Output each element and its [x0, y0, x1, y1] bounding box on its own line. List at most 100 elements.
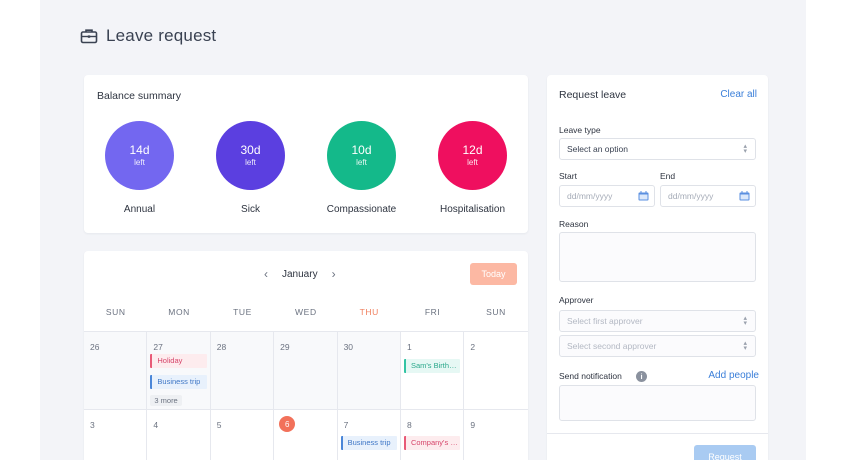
balance-circle: 12d left: [438, 121, 507, 190]
today-button[interactable]: Today: [470, 263, 517, 285]
calendar-week: 26 27 Holiday Business trip 3 more 28 29…: [84, 332, 528, 410]
calendar-day[interactable]: 5: [211, 410, 275, 460]
select-arrows-icon: ▴ ▾: [743, 340, 747, 352]
balance-days: 30d: [240, 143, 261, 157]
balance-unit: left: [245, 158, 256, 167]
weekday-label: WED: [295, 307, 317, 317]
event-birthday[interactable]: Sam's Birthday: [403, 359, 461, 373]
balance-days: 10d: [351, 143, 372, 157]
calendar-day[interactable]: 30: [337, 332, 401, 409]
first-approver-select[interactable]: Select first approver ▴ ▾: [559, 310, 756, 332]
leave-type-value: Select an option: [567, 144, 628, 154]
second-approver-select[interactable]: Select second approver ▴ ▾: [559, 335, 756, 357]
calendar-day[interactable]: 3: [84, 410, 148, 460]
weekday-label: FRI: [424, 307, 441, 317]
balance-summary-title: Balance summary: [97, 90, 182, 102]
balance-unit: left: [134, 158, 145, 167]
balance-label: Hospitalisation: [439, 204, 506, 215]
balance-label: Sick: [241, 204, 260, 215]
briefcase-icon: [80, 27, 98, 45]
event-business-trip[interactable]: Business trip: [150, 375, 207, 389]
balance-label: Annual: [123, 204, 156, 215]
reason-textarea[interactable]: [559, 232, 756, 282]
calendar-day[interactable]: 27 Holiday Business trip 3 more: [147, 332, 211, 409]
info-icon[interactable]: i: [636, 371, 647, 382]
chevron-left-icon[interactable]: ‹: [264, 267, 268, 281]
add-people-link[interactable]: Add people: [708, 370, 759, 381]
day-number: 9: [470, 420, 476, 430]
day-number: 3: [90, 420, 95, 430]
balance-unit: left: [356, 158, 367, 167]
page-header: Leave request: [80, 26, 216, 46]
balance-days: 12d: [462, 143, 483, 157]
calendar-week: 3 4 5 6 7 Business trip 8 Company's even: [84, 410, 528, 460]
balance-item-hospitalisation: 12d left Hospitalisation: [417, 121, 528, 215]
day-number: 28: [216, 342, 227, 352]
select-arrows-icon: ▴ ▾: [743, 143, 747, 155]
day-number: 2: [470, 342, 476, 352]
start-date-input[interactable]: dd/mm/yyyy: [559, 185, 655, 207]
event-holiday[interactable]: Holiday: [150, 354, 207, 368]
select-arrows-icon: ▴ ▾: [743, 315, 747, 327]
approver-label: Approver: [559, 295, 594, 305]
today-badge: 6: [279, 416, 296, 432]
calendar-day[interactable]: 9: [464, 410, 527, 460]
month-nav: ‹ January ›: [264, 267, 336, 281]
divider: [547, 433, 768, 434]
balance-days: 14d: [129, 143, 150, 157]
day-number: 29: [280, 342, 290, 352]
first-approver-placeholder: Select first approver: [567, 316, 643, 326]
day-number: 7: [343, 420, 349, 430]
request-button[interactable]: Request: [694, 445, 756, 460]
calendar-day[interactable]: 26: [84, 332, 148, 409]
event-company[interactable]: Company's event: [403, 436, 461, 450]
balance-item-sick: 30d left Sick: [195, 121, 306, 215]
balance-circle: 10d left: [327, 121, 396, 190]
calendar-day[interactable]: 28: [210, 332, 275, 409]
calendar-card: ‹ January › Today SUN MON TUE WED THU FR…: [84, 251, 528, 460]
more-events-link[interactable]: 3 more: [150, 395, 182, 406]
calendar-day[interactable]: 2: [464, 332, 527, 409]
calendar-grid: 26 27 Holiday Business trip 3 more 28 29…: [84, 331, 528, 460]
page-title: Leave request: [106, 26, 217, 45]
send-notification-label: Send notification: [559, 371, 622, 381]
weekday-label: SUN: [105, 307, 126, 317]
request-leave-card: Request leave Clear all Leave type Selec…: [547, 75, 768, 460]
clear-all-link[interactable]: Clear all: [720, 89, 757, 100]
calendar-day[interactable]: 29: [274, 332, 338, 409]
end-date-input[interactable]: dd/mm/yyyy: [660, 185, 756, 207]
day-number: 5: [216, 420, 222, 430]
balance-item-annual: 14d left Annual: [84, 121, 195, 215]
start-date-label: Start: [559, 171, 577, 181]
start-date-placeholder: dd/mm/yyyy: [567, 191, 613, 201]
weekday-label-today: THU: [359, 307, 379, 317]
day-number: 30: [343, 342, 354, 352]
balance-unit: left: [467, 158, 478, 167]
day-number: 8: [406, 420, 412, 430]
request-leave-title: Request leave: [559, 89, 627, 101]
end-date-placeholder: dd/mm/yyyy: [668, 191, 714, 201]
day-number: 27: [153, 342, 163, 352]
reason-label: Reason: [559, 219, 589, 229]
calendar-icon[interactable]: [739, 191, 750, 201]
calendar-day-today[interactable]: 6: [274, 410, 338, 460]
calendar-day[interactable]: 1 Sam's Birthday: [401, 332, 465, 409]
day-number: 1: [406, 342, 412, 352]
event-business-trip[interactable]: Business trip: [340, 436, 397, 450]
weekday-label: SUN: [486, 307, 506, 317]
balance-circle: 30d left: [216, 121, 285, 190]
calendar-day[interactable]: 4: [147, 410, 211, 460]
balance-label: Compassionate: [326, 204, 397, 215]
calendar-day[interactable]: 8 Company's event: [401, 410, 465, 460]
calendar-icon[interactable]: [638, 191, 649, 201]
calendar-day[interactable]: 7 Business trip: [338, 410, 401, 460]
chevron-right-icon[interactable]: ›: [331, 267, 336, 281]
day-number: 26: [90, 342, 100, 352]
balance-summary-card: Balance summary 14d left Annual 30d left…: [84, 75, 528, 233]
end-date-label: End: [660, 171, 676, 181]
balance-item-compassionate: 10d left Compassionate: [306, 121, 417, 215]
leave-type-select[interactable]: Select an option ▴ ▾: [559, 138, 756, 160]
month-label: January: [282, 268, 318, 280]
notification-recipients-field[interactable]: [559, 385, 756, 421]
weekday-header: SUN MON TUE WED THU FRI SUN: [84, 307, 528, 317]
